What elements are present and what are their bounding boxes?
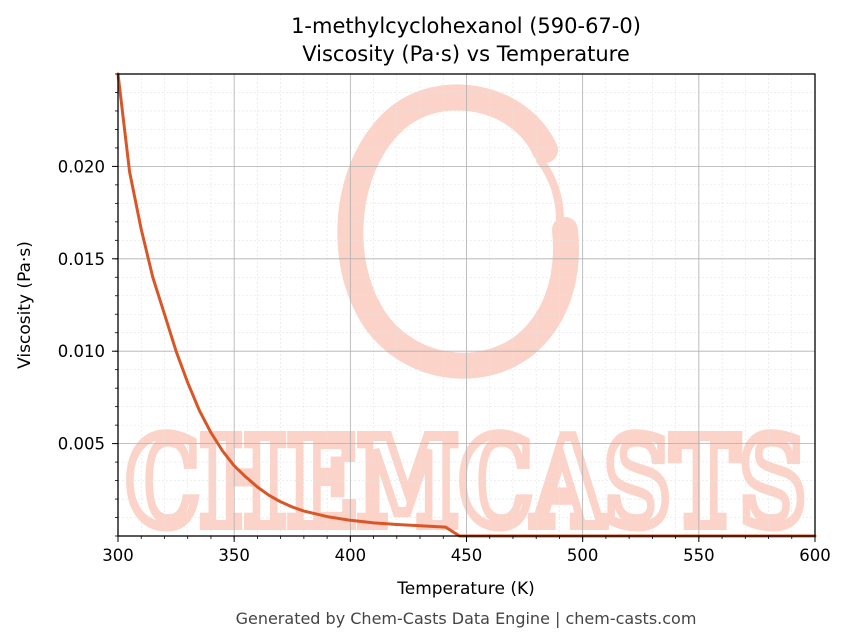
x-tick-label: 350 [218,546,250,565]
y-axis-label: Viscosity (Pa·s) [15,241,35,369]
tick-marks [112,73,816,542]
chemcasts-watermark: CHEMCASTS [121,84,811,559]
x-axis-label: Temperature (K) [396,579,535,599]
x-tick-labels: 300 350 400 450 500 550 600 [102,546,831,565]
y-tick-label: 0.005 [58,435,105,454]
chart-title: 1-methylcyclohexanol (590-67-0) [291,14,641,38]
x-tick-label: 400 [335,546,367,565]
y-tick-labels: 0.005 0.010 0.015 0.020 [58,157,105,453]
x-tick-label: 500 [567,546,599,565]
x-tick-label: 600 [799,546,831,565]
footer-credit: Generated by Chem-Casts Data Engine | ch… [236,609,697,628]
y-tick-label: 0.020 [58,157,105,176]
watermark-text: CHEMCASTS [126,410,806,554]
x-tick-label: 450 [451,546,483,565]
watermark-swirl [337,84,579,379]
y-tick-label: 0.010 [58,342,105,361]
x-tick-label: 300 [102,546,134,565]
y-tick-label: 0.015 [58,250,105,269]
chart-subtitle: Viscosity (Pa·s) vs Temperature [302,42,630,66]
x-tick-label: 550 [683,546,715,565]
